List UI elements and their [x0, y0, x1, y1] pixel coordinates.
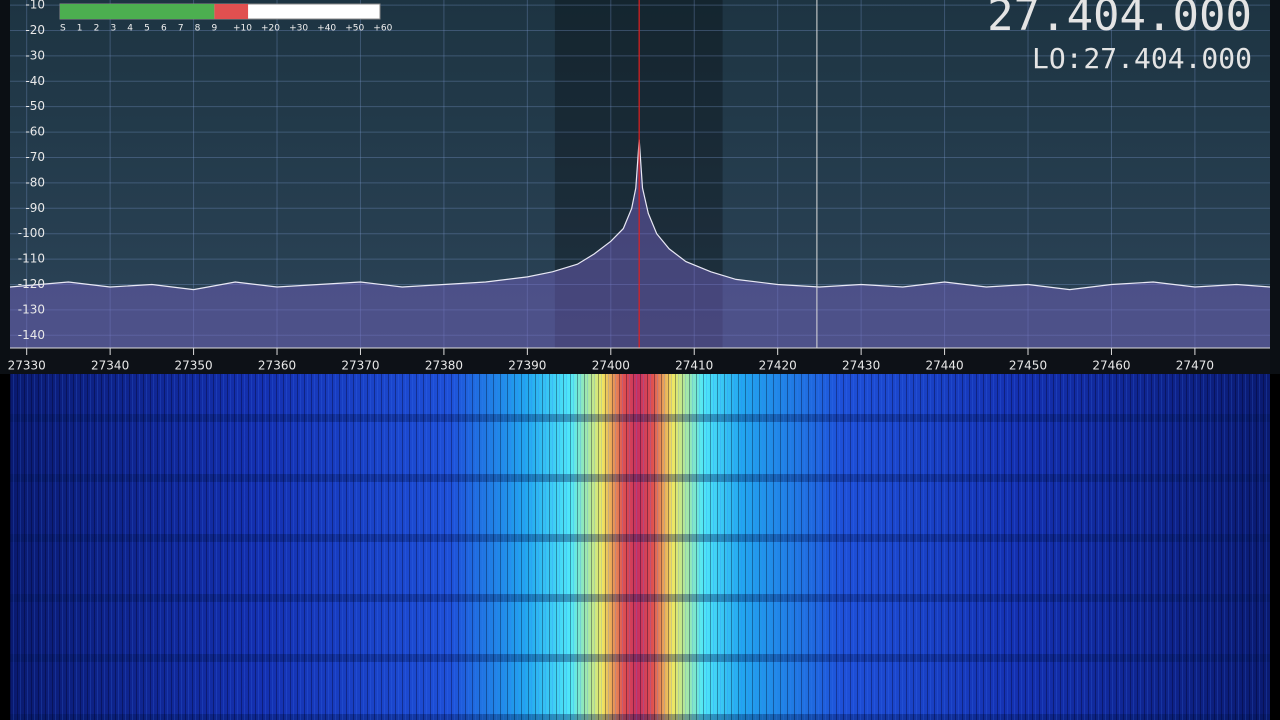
y-tick-label: -50 — [25, 99, 45, 113]
x-tick-label: 27330 — [8, 359, 46, 373]
x-tick-label: 27400 — [592, 359, 630, 373]
x-tick-label: 27340 — [91, 359, 129, 373]
spectrum-fill — [10, 139, 1270, 348]
s-meter-tick-label: +50 — [345, 24, 364, 34]
s-meter-tick-label: 6 — [161, 24, 167, 34]
overlays: -10 -20 -30 -40 -50 -60 -70 -80 -90 -100 -110 -120 -… — [8, 0, 1270, 373]
s-meter-tick-label: 9 — [212, 24, 218, 34]
y-tick-label: -140 — [18, 328, 45, 342]
s-meter-tick-label: 1 — [77, 24, 83, 34]
y-tick-label: -70 — [25, 150, 45, 164]
s-meter-tick-label: 3 — [110, 24, 116, 34]
s-meter-tick-label: 4 — [127, 24, 133, 34]
s-meter-tick-label: 2 — [94, 24, 100, 34]
x-tick-label: 27450 — [1009, 359, 1047, 373]
x-tick-label: 27380 — [425, 359, 463, 373]
plot-area — [10, 0, 1270, 348]
y-tick-label: -120 — [18, 277, 45, 291]
x-tick-label: 27410 — [675, 359, 713, 373]
x-tick-label: 27440 — [925, 359, 963, 373]
x-tick-label: 27350 — [174, 359, 212, 373]
x-axis-strip — [10, 348, 1270, 374]
y-tick-label: -10 — [25, 0, 45, 12]
x-tick-label: 27390 — [508, 359, 546, 373]
s-meter-tick-label: S — [60, 24, 66, 34]
x-tick-label: 27460 — [1092, 359, 1130, 373]
s-meter-tick-label: +20 — [261, 24, 280, 34]
x-tick-label: 27430 — [842, 359, 880, 373]
y-tick-label: -60 — [25, 125, 45, 139]
waterfall — [10, 374, 1270, 720]
y-tick-label: -20 — [25, 23, 45, 37]
s-meter-tick-label: 8 — [195, 24, 201, 34]
y-tick-label: -30 — [25, 48, 45, 62]
s-meter-green — [60, 4, 215, 19]
s-meter-tick-label: +30 — [289, 24, 308, 34]
x-tick-label: 27470 — [1176, 359, 1214, 373]
spectrum: -10 -20 -30 -40 -50 -60 -70 -80 -90 -100 -110 -120 -… — [0, 0, 1280, 374]
y-tick-label: -90 — [25, 201, 45, 215]
x-tick-label: 27420 — [759, 359, 797, 373]
x-tick-label: 27370 — [341, 359, 379, 373]
s-meter-tick-label: +60 — [373, 24, 392, 34]
s-meter-tick-label: 5 — [144, 24, 150, 34]
s-meter-tick-label: +10 — [233, 24, 252, 34]
lo-label: LO: — [1032, 42, 1083, 75]
x-tick-label: 27360 — [258, 359, 296, 373]
y-tick-label: -130 — [18, 302, 45, 316]
s-meter-tick-label: 7 — [178, 24, 184, 34]
s-meter-tick-label: +40 — [317, 24, 336, 34]
lo-frequency: 27.404.000 — [1083, 42, 1252, 75]
frequency-display: 27.404.000 — [987, 0, 1252, 41]
s-meter-red — [214, 4, 249, 19]
y-tick-label: -100 — [18, 226, 45, 240]
y-tick-label: -40 — [25, 74, 45, 88]
y-tick-label: -110 — [18, 252, 45, 266]
y-tick-label: -80 — [25, 175, 45, 189]
plot-layers — [9, 0, 1271, 374]
